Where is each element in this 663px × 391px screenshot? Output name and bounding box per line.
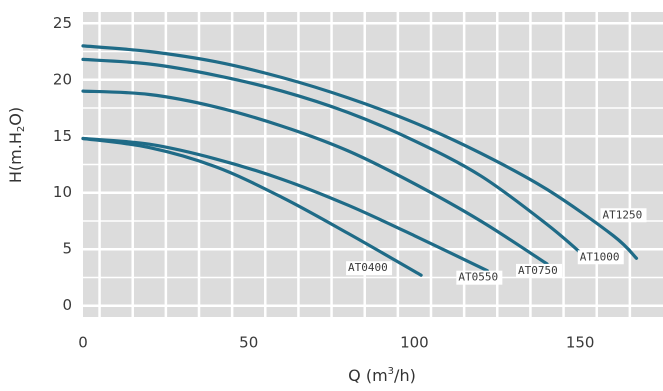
y-tick-label: 5 <box>62 240 72 258</box>
y-axis-label: H(m.H2O) <box>6 107 28 183</box>
y-axis-ticks: 0 5 10 15 20 25 <box>53 14 72 314</box>
y-tick-label: 25 <box>53 14 72 32</box>
series-line-at1000 <box>81 57 589 260</box>
x-axis-ticks: 0 50 100 150 <box>78 334 594 352</box>
series-label-at0400: AT0400 <box>348 261 388 274</box>
series-line-at0750 <box>81 89 549 266</box>
series-label-at0750: AT0750 <box>518 264 558 277</box>
series-lines <box>81 44 639 277</box>
series-line-at1250 <box>81 44 639 260</box>
y-tick-label: 20 <box>53 70 72 88</box>
y-tick-label: 10 <box>53 183 72 201</box>
y-tick-label: 15 <box>53 127 72 145</box>
series-line-at0550 <box>81 136 489 273</box>
x-tick-label: 50 <box>239 334 258 352</box>
series-label-bg <box>600 208 647 223</box>
series-label-bg <box>516 263 562 278</box>
y-tick-label: 0 <box>62 296 72 314</box>
series-label-at1000: AT1000 <box>580 250 620 263</box>
series-label-at0550: AT0550 <box>458 271 498 284</box>
series-label-bg <box>346 261 393 276</box>
series-label-at1250: AT1250 <box>602 208 642 221</box>
x-tick-label: 100 <box>400 334 429 352</box>
x-tick-label: 150 <box>566 334 595 352</box>
x-axis-label: Q (m3/h) <box>348 366 416 385</box>
series-label-bg <box>577 250 624 265</box>
series-labels: AT0400 AT0550 AT0750 AT1000 AT1250 <box>346 208 647 285</box>
grid-lines <box>83 12 663 317</box>
series-label-bg <box>456 270 503 285</box>
x-tick-label: 0 <box>78 334 88 352</box>
series-line-at0400 <box>81 136 423 277</box>
